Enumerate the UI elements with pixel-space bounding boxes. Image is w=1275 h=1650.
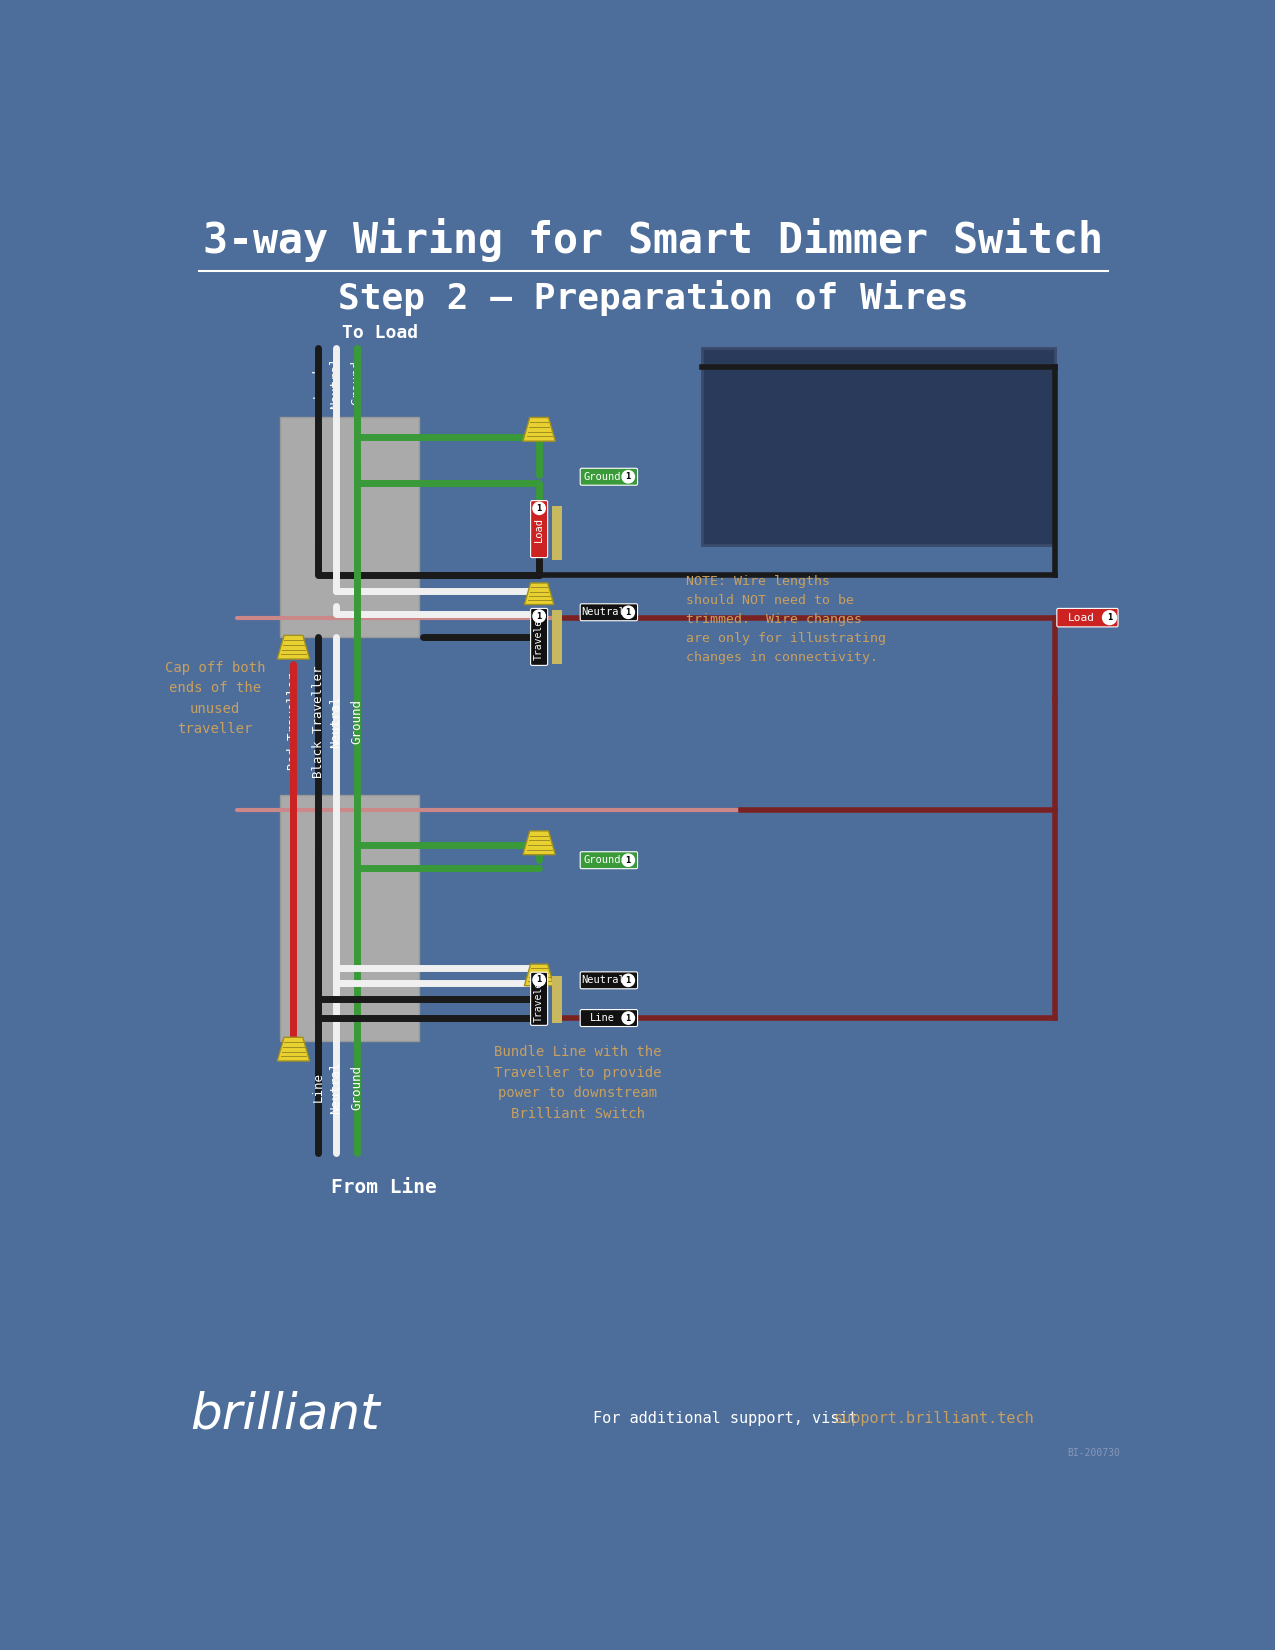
Text: Neutral: Neutral: [329, 356, 343, 409]
Text: Load: Load: [1067, 612, 1095, 622]
Bar: [552, 507, 561, 559]
Circle shape: [622, 470, 635, 483]
Text: From Line: From Line: [332, 1178, 437, 1196]
Polygon shape: [523, 832, 556, 855]
Text: 1: 1: [626, 472, 631, 482]
FancyBboxPatch shape: [530, 500, 548, 558]
Text: NOTE: Wire lengths
should NOT need to be
trimmed.  Wire changes
are only for ill: NOTE: Wire lengths should NOT need to be…: [686, 576, 886, 665]
Bar: [279, 417, 419, 637]
Text: Neutral: Neutral: [329, 1061, 343, 1114]
Text: Black Traveller: Black Traveller: [312, 665, 325, 777]
Circle shape: [622, 606, 635, 619]
Text: 1: 1: [626, 1013, 631, 1023]
Text: brilliant: brilliant: [190, 1391, 380, 1439]
Text: 3-way Wiring for Smart Dimmer Switch: 3-way Wiring for Smart Dimmer Switch: [203, 218, 1103, 262]
FancyBboxPatch shape: [580, 972, 638, 988]
Text: Ground: Ground: [584, 472, 621, 482]
Text: Cap off both
ends of the
unused
traveller: Cap off both ends of the unused travelle…: [164, 660, 265, 736]
FancyBboxPatch shape: [530, 972, 548, 1025]
Text: 1: 1: [537, 503, 542, 513]
Circle shape: [533, 502, 546, 515]
Text: support.brilliant.tech: support.brilliant.tech: [834, 1411, 1034, 1426]
Text: Traveler: Traveler: [534, 614, 544, 660]
Circle shape: [622, 974, 635, 987]
Bar: [701, 348, 1054, 544]
Text: Traveler: Traveler: [534, 975, 544, 1023]
Text: Bundle Line with the
Traveller to provide
power to downstream
Brilliant Switch: Bundle Line with the Traveller to provid…: [495, 1044, 662, 1120]
FancyBboxPatch shape: [530, 609, 548, 665]
Polygon shape: [524, 964, 553, 985]
Circle shape: [533, 610, 546, 622]
Text: 1: 1: [537, 612, 542, 620]
FancyBboxPatch shape: [580, 604, 638, 620]
Text: Line: Line: [312, 1072, 325, 1102]
Bar: [552, 610, 561, 663]
Text: Ground: Ground: [351, 1064, 363, 1110]
Text: BI-200730: BI-200730: [1067, 1449, 1121, 1459]
Text: Neutral: Neutral: [329, 695, 343, 747]
Bar: [552, 975, 561, 1023]
Text: Neutral: Neutral: [581, 607, 625, 617]
Text: Ground: Ground: [584, 855, 621, 865]
FancyBboxPatch shape: [580, 851, 638, 868]
Circle shape: [533, 974, 546, 987]
Polygon shape: [277, 1038, 310, 1061]
Text: Neutral: Neutral: [581, 975, 625, 985]
Text: For additional support, visit: For additional support, visit: [593, 1411, 867, 1426]
FancyBboxPatch shape: [580, 469, 638, 485]
Text: 1: 1: [626, 856, 631, 865]
Text: Ground: Ground: [351, 360, 363, 406]
Text: 1: 1: [1107, 614, 1112, 622]
Circle shape: [1103, 610, 1117, 625]
Text: To Load: To Load: [342, 323, 418, 342]
Text: Red Traveller: Red Traveller: [287, 673, 300, 771]
Text: Ground: Ground: [351, 700, 363, 744]
Text: Line: Line: [590, 1013, 615, 1023]
FancyBboxPatch shape: [580, 1010, 638, 1026]
Bar: [279, 795, 419, 1041]
Polygon shape: [524, 582, 553, 604]
Text: 1: 1: [626, 607, 631, 617]
FancyBboxPatch shape: [1057, 609, 1118, 627]
Text: 1: 1: [537, 975, 542, 985]
Text: Load: Load: [312, 368, 325, 398]
Text: Step 2 – Preparation of Wires: Step 2 – Preparation of Wires: [338, 280, 969, 317]
Text: 1: 1: [626, 975, 631, 985]
Polygon shape: [277, 635, 310, 658]
Text: Load: Load: [534, 516, 544, 541]
Circle shape: [622, 855, 635, 866]
Polygon shape: [523, 417, 556, 441]
Circle shape: [622, 1011, 635, 1025]
